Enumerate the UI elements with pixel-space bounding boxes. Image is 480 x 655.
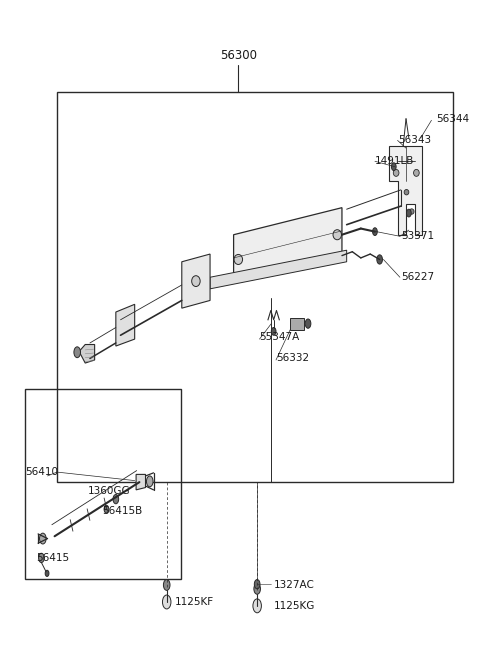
Circle shape [407, 209, 411, 217]
Ellipse shape [414, 170, 419, 176]
Circle shape [377, 255, 383, 264]
Text: 53371: 53371 [401, 231, 434, 241]
Circle shape [38, 553, 44, 563]
Circle shape [39, 533, 46, 544]
Text: 56344: 56344 [436, 114, 469, 124]
Text: 1327AC: 1327AC [274, 580, 314, 590]
Text: 1360GG: 1360GG [87, 487, 130, 496]
Text: 56343: 56343 [398, 135, 432, 145]
Circle shape [163, 580, 170, 590]
Bar [25, 389, 181, 579]
Ellipse shape [234, 254, 242, 265]
Text: 56332: 56332 [276, 354, 309, 364]
Circle shape [146, 476, 153, 487]
Circle shape [104, 505, 109, 513]
Ellipse shape [404, 189, 409, 195]
Text: 1125KF: 1125KF [175, 597, 214, 607]
Circle shape [254, 584, 261, 594]
Text: 56415: 56415 [36, 553, 69, 563]
Circle shape [372, 228, 377, 236]
Text: 1125KG: 1125KG [274, 601, 315, 611]
Text: 56410: 56410 [25, 467, 59, 477]
Text: 56227: 56227 [401, 272, 434, 282]
Circle shape [271, 328, 276, 335]
Polygon shape [389, 146, 422, 234]
Circle shape [253, 599, 262, 613]
Circle shape [305, 319, 311, 328]
Polygon shape [79, 345, 95, 363]
Polygon shape [234, 208, 342, 281]
Circle shape [254, 580, 260, 589]
Ellipse shape [192, 276, 200, 286]
Text: 1491LB: 1491LB [375, 157, 414, 166]
Circle shape [162, 595, 171, 609]
Text: 56300: 56300 [220, 49, 257, 62]
Ellipse shape [409, 209, 414, 214]
Ellipse shape [393, 170, 399, 176]
Circle shape [113, 495, 119, 504]
Polygon shape [290, 318, 304, 330]
Text: 56415B: 56415B [102, 506, 142, 515]
Circle shape [45, 571, 49, 576]
Bar [57, 92, 453, 482]
Circle shape [391, 163, 396, 170]
Polygon shape [116, 305, 135, 346]
Circle shape [74, 347, 81, 358]
Polygon shape [210, 250, 347, 289]
Text: 55347A: 55347A [260, 332, 300, 342]
Ellipse shape [333, 230, 341, 240]
Polygon shape [136, 474, 145, 490]
Polygon shape [182, 254, 210, 308]
